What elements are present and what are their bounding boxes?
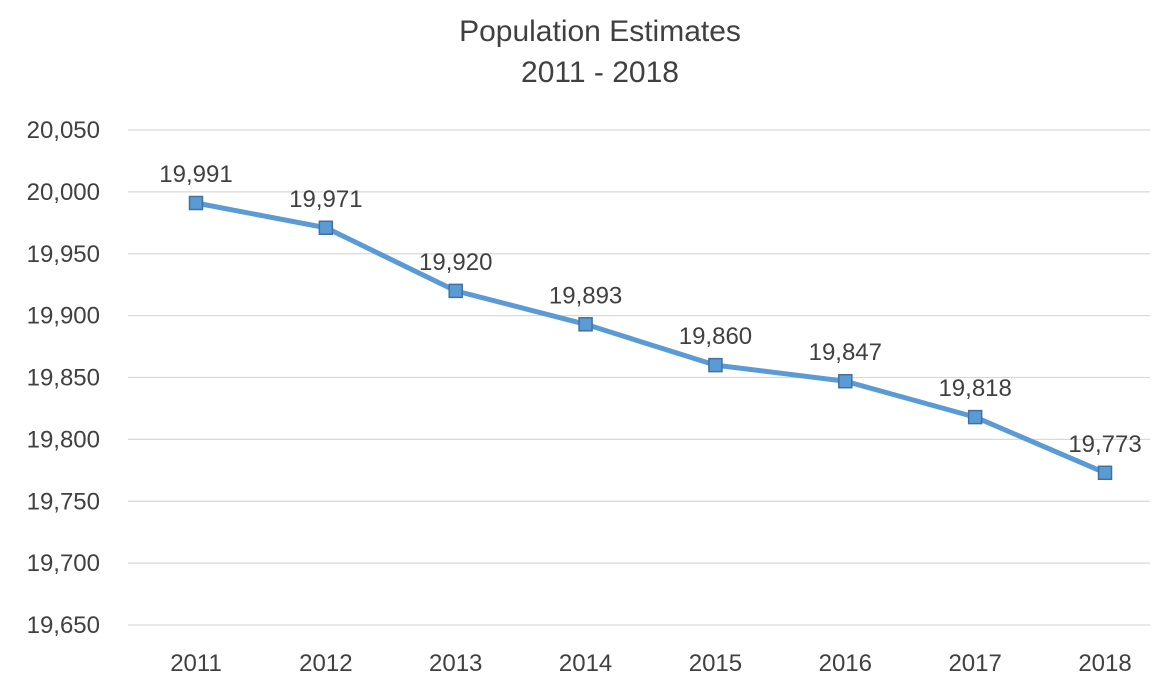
y-tick-label: 19,750 [27, 488, 100, 515]
y-tick-label: 19,900 [27, 303, 100, 330]
data-label: 19,847 [809, 339, 882, 366]
data-label: 19,773 [1068, 431, 1141, 458]
x-tick-label: 2015 [689, 650, 742, 677]
data-label: 19,991 [159, 161, 232, 188]
x-tick-label: 2017 [948, 650, 1001, 677]
x-tick-label: 2018 [1078, 650, 1131, 677]
x-tick-label: 2016 [819, 650, 872, 677]
gridlines [128, 129, 1150, 626]
data-point-marker [967, 409, 983, 425]
y-tick-label: 19,700 [27, 550, 100, 577]
data-markers [188, 195, 1113, 481]
y-tick-label: 19,950 [27, 241, 100, 268]
data-point-marker [578, 317, 593, 332]
chart-subtitle: 2011 - 2018 [521, 56, 679, 89]
data-point-marker [318, 220, 334, 236]
y-tick-label: 19,650 [27, 612, 100, 639]
data-label: 19,920 [419, 249, 492, 276]
y-tick-label: 20,050 [27, 117, 100, 144]
x-tick-label: 2013 [429, 650, 482, 677]
data-point-marker [188, 195, 204, 211]
y-axis-tick-labels: 20,050 20,000 19,950 19,900 19,850 19,800 19,7… [27, 117, 100, 639]
x-tick-label: 2014 [559, 650, 612, 677]
chart-title: Population Estimates [459, 15, 741, 48]
series-line-group [193, 200, 1108, 476]
x-tick-label: 2012 [299, 650, 352, 677]
data-point-marker [1097, 465, 1113, 481]
data-label: 19,818 [938, 375, 1011, 402]
data-label: 19,893 [549, 282, 622, 309]
data-point-marker [448, 283, 463, 299]
data-label: 19,860 [679, 323, 752, 350]
x-axis-tick-labels: 2011 2012 2013 2014 2015 2016 2017 2018 [170, 650, 1132, 677]
data-labels: 19,991 19,971 19,920 19,893 19,860 19,847 19,8… [159, 161, 1141, 458]
y-tick-label: 19,800 [27, 426, 100, 453]
y-tick-label: 19,850 [27, 365, 100, 392]
series-line [193, 200, 1108, 476]
data-point-marker [838, 373, 853, 389]
x-tick-label: 2011 [170, 650, 222, 677]
data-label: 19,971 [289, 186, 362, 213]
data-point-marker [708, 357, 723, 373]
y-tick-label: 20,000 [27, 179, 100, 206]
